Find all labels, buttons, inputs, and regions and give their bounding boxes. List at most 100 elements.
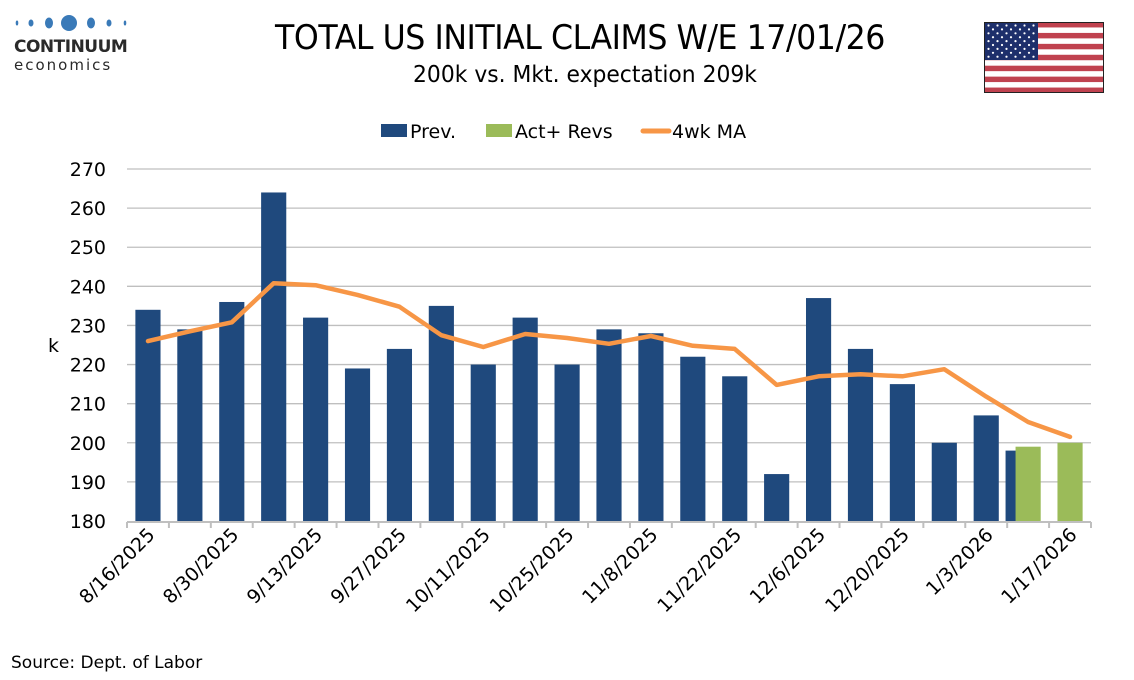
bar-prev — [973, 415, 999, 521]
flag-star — [1023, 32, 1026, 35]
flag-star — [987, 24, 990, 27]
y-tick-label: 260 — [70, 198, 106, 220]
flag-star — [1005, 40, 1008, 43]
flag-star — [996, 55, 999, 58]
logo-name: CONTINUUM — [14, 37, 128, 57]
x-tick-label: 10/25/2025 — [486, 524, 579, 617]
flag-star — [996, 40, 999, 43]
x-tick-label: 1/3/2026 — [922, 524, 998, 600]
bar-prev — [931, 442, 957, 521]
flag-star — [1000, 28, 1004, 31]
source-note: Source: Dept. of Labor — [11, 653, 203, 673]
flag-star — [1032, 55, 1035, 58]
flag-star — [1023, 55, 1026, 58]
logo-dot — [123, 20, 127, 26]
logo-dot — [106, 19, 112, 27]
flag-star — [1000, 36, 1004, 39]
logo-dot — [15, 20, 19, 26]
flag-star — [1027, 43, 1031, 47]
flag-star — [1014, 32, 1017, 35]
x-tick-label: 8/16/2025 — [75, 524, 159, 608]
x-tick-label: 8/30/2025 — [159, 524, 243, 608]
flag-star — [1027, 36, 1031, 39]
chart-title: TOTAL US INITIAL CLAIMS W/E 17/01/26 — [275, 18, 885, 58]
flag-star — [987, 40, 990, 43]
bar-prev — [764, 474, 790, 521]
y-tick-label: 270 — [70, 159, 106, 181]
bar-act-revs — [1015, 446, 1041, 521]
y-tick-label: 180 — [70, 511, 106, 533]
flag-star — [1032, 40, 1035, 43]
x-tick-label: 11/8/2025 — [578, 524, 662, 608]
ma-line — [145, 280, 1073, 440]
logo-dot — [87, 17, 95, 29]
bar-prev — [680, 356, 706, 521]
flag-star — [1014, 24, 1017, 27]
flag-star — [1018, 36, 1022, 39]
x-tick-label: 9/27/2025 — [327, 524, 411, 608]
y-tick-label: 230 — [70, 315, 106, 337]
logo-dot — [61, 15, 77, 31]
bar-prev — [219, 301, 245, 521]
bar-prev — [722, 376, 748, 521]
flag-star — [987, 55, 990, 58]
flag-stripe — [984, 43, 1104, 50]
x-tick-label: 10/11/2025 — [402, 524, 495, 617]
flag-star — [1009, 43, 1013, 47]
logo-dot — [45, 17, 53, 29]
y-tick-label: 190 — [70, 472, 106, 494]
y-tick-label: 200 — [70, 433, 106, 455]
flag-star — [1009, 51, 1013, 54]
y-tick-label: 250 — [70, 237, 106, 259]
x-tick-label: 1/17/2026 — [997, 524, 1081, 608]
flag-star — [1005, 47, 1008, 50]
flag-star — [991, 28, 995, 31]
flag-star — [1009, 28, 1013, 31]
flag-star — [1027, 51, 1031, 54]
legend-label: Prev. — [410, 121, 456, 143]
bar-prev — [470, 364, 496, 521]
x-tick-label: 9/13/2025 — [243, 524, 327, 608]
x-tick-label: 12/6/2025 — [746, 524, 830, 608]
bar-prev — [847, 348, 874, 521]
flag-stripe — [984, 76, 1104, 83]
bar-prev — [177, 329, 203, 521]
legend-swatch — [381, 124, 407, 137]
flag-star — [987, 47, 990, 50]
y-tick-label: 220 — [70, 355, 106, 377]
flag-star — [1005, 55, 1008, 58]
flag-stripe — [984, 22, 1104, 28]
flag-star — [1014, 47, 1017, 50]
flag-star — [1009, 36, 1013, 39]
bar-prev — [261, 192, 287, 521]
flag-star — [1032, 32, 1035, 35]
legend-label: Act+ Revs — [515, 121, 613, 143]
chart-subtitle: 200k vs. Mkt. expectation 209k — [413, 62, 757, 88]
flag-star — [996, 24, 999, 27]
flag-star — [1000, 51, 1004, 54]
flag-star — [991, 36, 995, 39]
legend-label: 4wk MA — [672, 121, 746, 143]
flag-star — [987, 32, 990, 35]
flag-stripe — [984, 54, 1104, 61]
x-tick-label: 11/22/2025 — [653, 524, 746, 617]
bar-prev — [805, 298, 832, 521]
logo-dot — [28, 19, 34, 27]
bar-prev — [889, 384, 915, 521]
logo-subtitle: economics — [14, 56, 113, 74]
flag-star — [1023, 47, 1026, 50]
flag-star — [1023, 40, 1026, 43]
us-flag-icon — [984, 22, 1104, 93]
flag-star — [1023, 24, 1026, 27]
flag-star — [1000, 43, 1004, 47]
flag-star — [1005, 32, 1008, 35]
flag-star — [1018, 28, 1022, 31]
flag-star — [1032, 24, 1035, 27]
y-tick-label: 240 — [70, 276, 106, 298]
bar-prev — [386, 348, 413, 521]
x-tick-label: 12/20/2025 — [821, 524, 914, 617]
bar-prev — [596, 329, 622, 521]
flag-star — [996, 32, 999, 35]
flag-star — [1014, 40, 1017, 43]
bar-prev — [344, 368, 371, 521]
